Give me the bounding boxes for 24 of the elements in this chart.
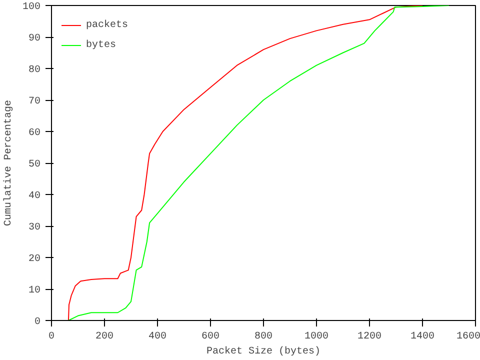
y-tick-label: 70 <box>28 96 41 108</box>
legend-label: bytes <box>86 40 116 50</box>
x-tick-label: 400 <box>148 332 167 342</box>
y-tick-label: 0 <box>34 317 41 328</box>
x-axis-title: Packet Size (bytes) <box>206 346 321 358</box>
y-tick-label: 50 <box>28 160 41 170</box>
x-tick-label: 600 <box>202 332 220 342</box>
y-tick-label: 10 <box>28 286 41 296</box>
y-tick-label: 30 <box>28 222 41 234</box>
x-tick-label: 200 <box>96 332 114 342</box>
y-tick-label: 60 <box>28 128 41 139</box>
x-tick-label: 1400 <box>410 332 435 342</box>
y-tick-label: 20 <box>28 254 41 265</box>
y-tick-label: 80 <box>28 65 41 76</box>
y-tick-label: 40 <box>28 191 41 202</box>
x-tick-label: 1000 <box>304 332 329 342</box>
legend-label: packets <box>86 20 128 30</box>
x-tick-label: 1200 <box>358 332 382 342</box>
x-tick-label: 0 <box>48 332 55 342</box>
x-tick-label: 1600 <box>456 332 480 342</box>
y-axis-title: Cumulative Percentage <box>2 100 14 226</box>
x-tick-label: 800 <box>254 332 273 342</box>
y-tick-label: 100 <box>22 2 41 13</box>
y-tick-label: 90 <box>28 34 41 44</box>
